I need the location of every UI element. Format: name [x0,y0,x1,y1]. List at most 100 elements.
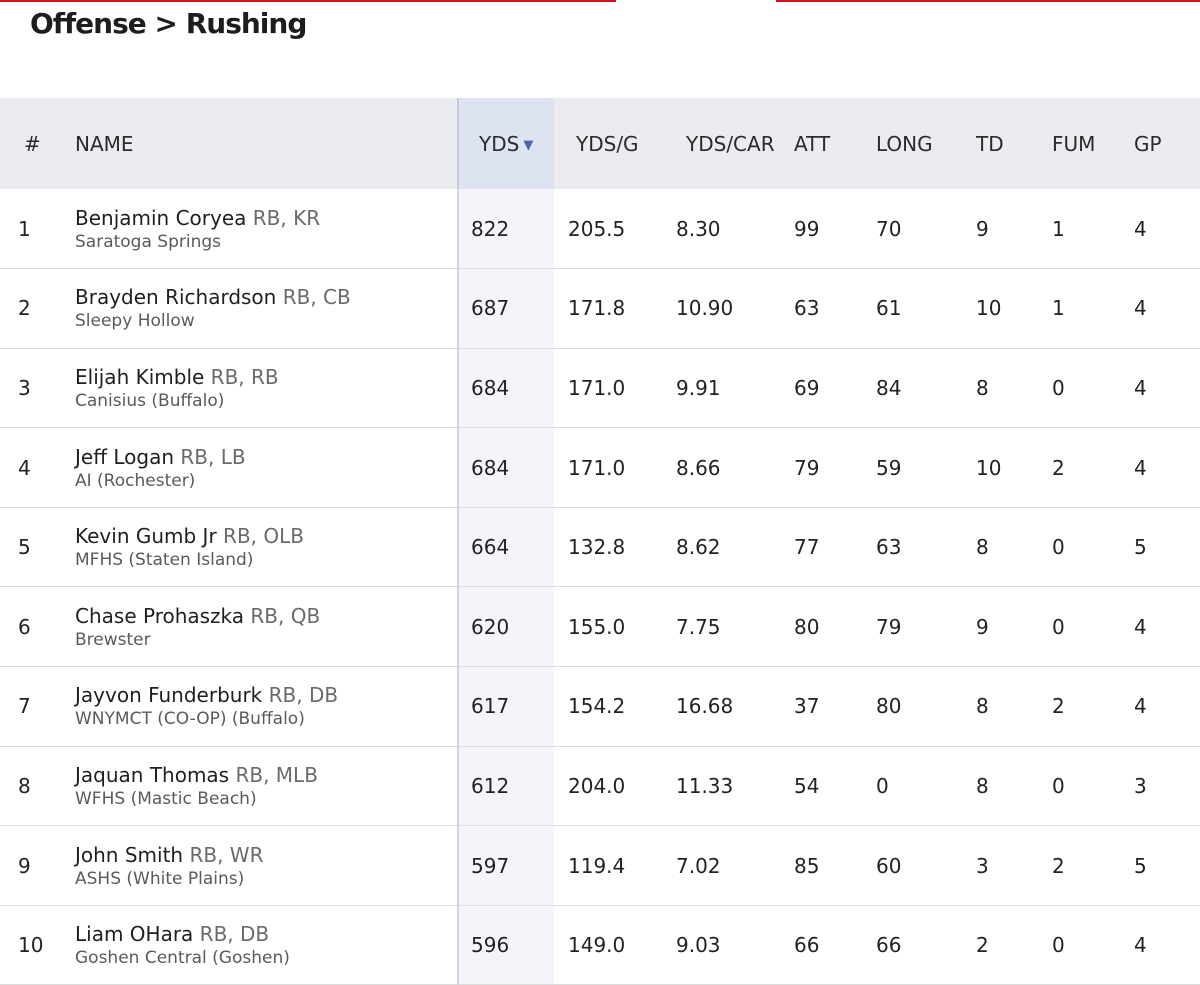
table-row: 1 Benjamin Coryea RB, KR Saratoga Springs 8… [0,189,1200,269]
player-name-link[interactable]: Jeff Logan [75,444,174,469]
yds-car-cell: 8.62 [676,535,721,560]
player-cell: Brayden Richardson RB, CB Sleepy Hollow [57,269,458,349]
gp-cell: 4 [1134,614,1147,639]
td-cell: 8 [976,535,989,560]
rank-cell: 2 [18,296,31,321]
player-school: MFHS (Staten Island) [75,550,254,571]
player-school: WNYMCT (CO-OP) (Buffalo) [75,709,305,730]
column-header-td[interactable]: TD [976,131,1004,156]
gp-cell: 5 [1134,535,1147,560]
yds-cell: 596 [457,905,554,985]
yds-cell: 664 [457,507,554,587]
player-position: RB, CB [282,285,351,310]
att-cell: 63 [794,296,820,321]
player-name-link[interactable]: Kevin Gumb Jr [75,524,217,549]
yds-g-cell: 171.0 [568,375,626,400]
top-accent-bar [0,0,1200,3]
yds-g-cell: 155.0 [568,614,626,639]
att-cell: 66 [794,933,820,958]
player-name-link[interactable]: Liam OHara [75,922,194,947]
player-school: Brewster [75,629,151,650]
long-cell: 59 [876,455,902,480]
table-header-row: # NAME YDS ▼ YDS/G YDS/CAR ATT LONG TD FU… [0,98,1200,189]
player-name-link[interactable]: Jayvon Funderburk [75,683,263,708]
yds-car-cell: 8.66 [676,455,721,480]
player-position: RB, DB [199,922,270,947]
yds-car-cell: 10.90 [676,296,734,321]
player-name-link[interactable]: John Smith [75,842,184,867]
accent-bar-segment [776,0,1200,2]
td-cell: 2 [976,933,989,958]
column-header-fum[interactable]: FUM [1052,131,1096,156]
long-cell: 60 [876,853,902,878]
gp-cell: 4 [1134,216,1147,241]
att-cell: 85 [794,853,820,878]
att-cell: 80 [794,614,820,639]
column-header-rank[interactable]: # [24,131,41,156]
column-header-yds[interactable]: YDS ▼ [457,98,554,189]
player-cell: John Smith RB, WR ASHS (White Plains) [57,826,458,906]
table-row: 8 Jaquan Thomas RB, MLB WFHS (Mastic Beach… [0,746,1200,826]
fum-cell: 0 [1052,375,1065,400]
long-cell: 84 [876,375,902,400]
rank-cell: 5 [18,535,31,560]
att-cell: 54 [794,773,820,798]
long-cell: 80 [876,694,902,719]
att-cell: 99 [794,216,820,241]
yds-car-cell: 7.02 [676,853,721,878]
column-header-name[interactable]: NAME [75,131,134,156]
long-cell: 0 [876,773,889,798]
player-school: Canisius (Buffalo) [75,390,225,411]
long-cell: 63 [876,535,902,560]
table-row: 7 Jayvon Funderburk RB, DB WNYMCT (CO-OP) … [0,666,1200,747]
table-row: 5 Kevin Gumb Jr RB, OLB MFHS (Staten Islan… [0,507,1200,587]
yds-cell: 620 [457,586,554,667]
yds-car-cell: 9.91 [676,375,721,400]
player-cell: Jeff Logan RB, LB AI (Rochester) [57,428,458,508]
player-school: Saratoga Springs [75,231,222,252]
player-name-link[interactable]: Elijah Kimble [75,364,205,389]
player-name-link[interactable]: Jaquan Thomas [75,762,230,787]
player-cell: Chase Prohaszka RB, QB Brewster [57,587,458,667]
gp-cell: 3 [1134,773,1147,798]
yds-cell: 617 [457,666,554,747]
player-cell: Kevin Gumb Jr RB, OLB MFHS (Staten Island… [57,507,458,587]
gp-cell: 4 [1134,694,1147,719]
rank-cell: 4 [18,455,31,480]
player-school: Goshen Central (Goshen) [75,948,290,969]
player-school: Sleepy Hollow [75,311,195,332]
column-header-yds-per-game[interactable]: YDS/G [576,131,639,156]
yds-g-cell: 204.0 [568,773,626,798]
column-header-long[interactable]: LONG [876,131,933,156]
yds-car-cell: 11.33 [676,773,734,798]
rank-cell: 8 [18,773,31,798]
column-header-gp[interactable]: GP [1134,131,1162,156]
rank-cell: 10 [18,933,44,958]
triangle-down-icon: ▼ [523,137,534,153]
accent-bar-segment [0,0,616,2]
player-cell: Benjamin Coryea RB, KR Saratoga Springs [57,189,458,269]
gp-cell: 4 [1134,455,1147,480]
player-name-link[interactable]: Chase Prohaszka [75,603,245,628]
gp-cell: 4 [1134,375,1147,400]
att-cell: 77 [794,535,820,560]
column-header-yds-label: YDS [479,131,520,156]
long-cell: 79 [876,614,902,639]
player-cell: Elijah Kimble RB, RB Canisius (Buffalo) [57,348,458,428]
table-row: 2 Brayden Richardson RB, CB Sleepy Hollow 6… [0,268,1200,349]
page-title: Offense > Rushing [30,7,307,40]
column-header-yds-per-carry[interactable]: YDS/CAR [686,131,775,156]
player-school: WFHS (Mastic Beach) [75,788,257,809]
td-cell: 10 [976,296,1002,321]
fum-cell: 2 [1052,694,1065,719]
yds-car-cell: 9.03 [676,933,721,958]
table-row: 3 Elijah Kimble RB, RB Canisius (Buffalo) 6… [0,348,1200,428]
column-header-att[interactable]: ATT [794,131,831,156]
td-cell: 8 [976,375,989,400]
player-position: RB, LB [180,444,246,469]
att-cell: 69 [794,375,820,400]
player-name-link[interactable]: Benjamin Coryea [75,205,247,230]
player-name-link[interactable]: Brayden Richardson [75,285,277,310]
fum-cell: 0 [1052,535,1065,560]
player-position: RB, WR [189,842,264,867]
